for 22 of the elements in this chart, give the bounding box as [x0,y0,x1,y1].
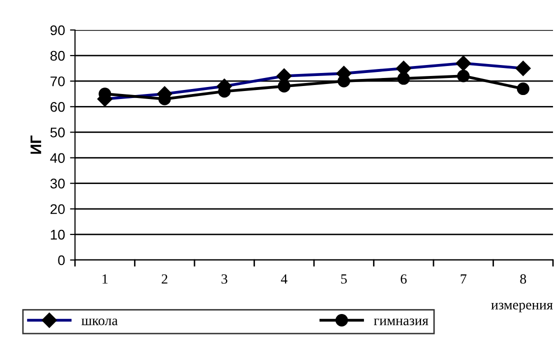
y-axis-title: ИГ [30,135,42,154]
y-tick-label: 20 [50,204,65,214]
x-tick-label: 8 [520,274,526,284]
legend-label: гимназия [374,318,428,326]
y-tick-label: 30 [50,178,65,189]
x-tick-label: 6 [400,274,407,284]
y-tick-label: 0 [58,255,65,266]
y-tick-label: 80 [50,50,65,61]
x-axis-title: измерения [491,302,553,312]
y-tick-label: 60 [50,102,65,112]
x-tick-label: 4 [280,274,288,284]
x-tick-label: 7 [460,274,466,284]
legend-label: школа [82,318,118,326]
y-tick-label: 50 [50,128,65,138]
y-tick-label: 40 [50,153,65,163]
x-tick-label: 3 [222,274,228,284]
x-tick-label: 2 [162,274,168,284]
y-tick-label: 70 [50,76,65,86]
y-tick-label: 10 [50,230,65,240]
y-tick-label: 90 [50,25,65,36]
x-tick-label: 5 [341,274,347,284]
x-tick-label: 1 [102,274,108,284]
